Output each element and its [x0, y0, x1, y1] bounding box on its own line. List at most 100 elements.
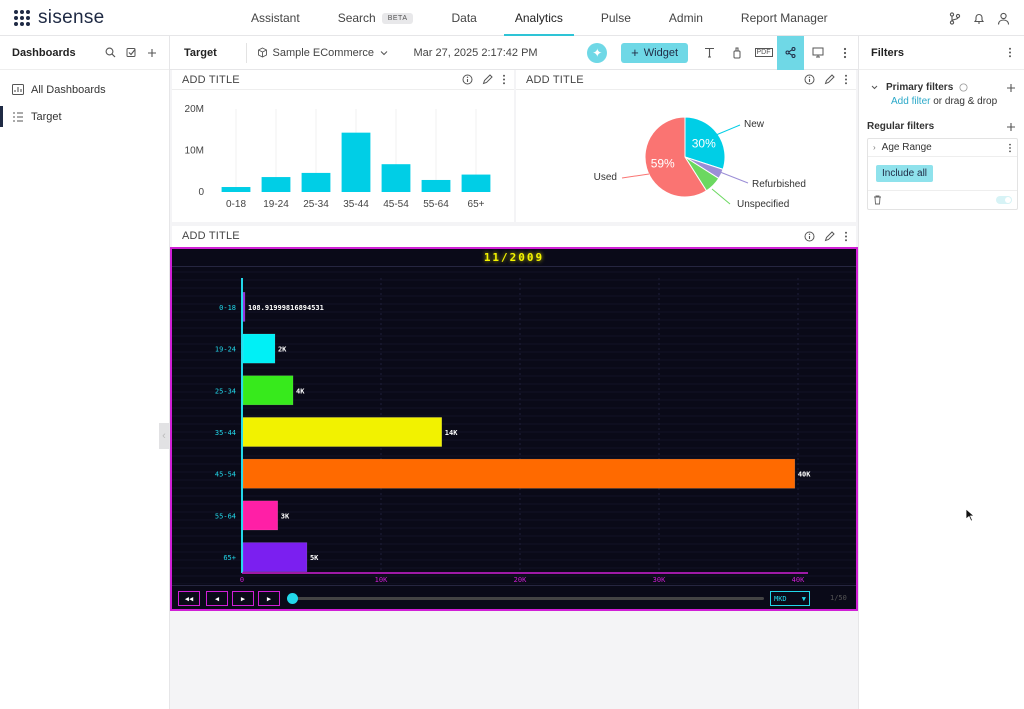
- x-tick-label: 40K: [792, 576, 805, 584]
- dashboard-item-label: Target: [31, 110, 62, 123]
- play-button[interactable]: ▶: [232, 591, 254, 606]
- all-dashboards-item[interactable]: All Dashboards: [0, 76, 169, 103]
- tab-label: Admin: [668, 11, 703, 25]
- user-icon[interactable]: [997, 12, 1010, 25]
- top-nav: sisense Assistant Search BETA Data Analyt…: [0, 0, 1024, 36]
- dashboard-item-target[interactable]: Target: [0, 103, 169, 130]
- share-icon[interactable]: [777, 35, 805, 70]
- edit-pencil-icon[interactable]: [824, 74, 835, 85]
- more-vertical-icon[interactable]: [1008, 47, 1012, 58]
- age-range-filter: › Age Range Include all: [867, 138, 1018, 210]
- tab-report-manager[interactable]: Report Manager: [722, 0, 847, 36]
- edit-pencil-icon[interactable]: [824, 230, 835, 242]
- bar: [221, 187, 251, 192]
- rewind-button[interactable]: ◀◀: [178, 591, 200, 606]
- widget-title[interactable]: ADD TITLE: [182, 230, 240, 242]
- pie-chart-widget: ADD TITLE 30% New Refurbished Unspecified 59…: [516, 70, 856, 222]
- x-tick-label: 0: [240, 576, 244, 584]
- x-tick-label: 30K: [653, 576, 666, 584]
- race-select-value: MKD: [774, 594, 787, 603]
- more-vertical-icon[interactable]: [1008, 143, 1012, 153]
- select-checkbox-icon[interactable]: [126, 47, 137, 58]
- slice-label: Unspecified: [737, 199, 789, 210]
- bar-race-chart: 11/2009 0 10K 20K 30K 40K 0-18 108.91999816894…: [170, 247, 858, 611]
- prev-arrow-icon[interactable]: ‹: [159, 423, 169, 449]
- y-tick-label: 20M: [185, 104, 204, 115]
- branch-icon[interactable]: [949, 11, 961, 25]
- filter-toggle[interactable]: [996, 196, 1012, 204]
- timeline-slider-knob[interactable]: [287, 593, 298, 604]
- x-tick-label: 65+: [468, 199, 485, 210]
- edit-pencil-icon[interactable]: [482, 74, 493, 85]
- x-tick-label: 10K: [375, 576, 388, 584]
- list-icon: [12, 112, 24, 122]
- bar: [461, 174, 491, 192]
- widget-title[interactable]: ADD TITLE: [526, 73, 584, 86]
- more-vertical-icon[interactable]: [502, 74, 506, 85]
- include-all-button[interactable]: Include all: [876, 165, 934, 182]
- more-vertical-icon[interactable]: [844, 231, 848, 242]
- y-tick-label: 35-44: [215, 429, 236, 437]
- tab-pulse[interactable]: Pulse: [582, 0, 650, 36]
- timeline-slider-track[interactable]: [292, 597, 764, 600]
- y-tick-label: 65+: [223, 554, 236, 562]
- slice-label: Used: [594, 172, 617, 183]
- race-date-label: 11/2009: [172, 249, 856, 267]
- tab-label: Report Manager: [740, 11, 828, 25]
- bar-value-label: 3K: [281, 512, 290, 520]
- trash-icon[interactable]: [873, 195, 882, 205]
- more-vertical-icon[interactable]: [844, 74, 848, 85]
- logo[interactable]: sisense: [14, 7, 214, 29]
- ai-assistant-button[interactable]: ✦: [587, 42, 608, 63]
- filter-widget-icon[interactable]: [723, 36, 750, 70]
- race-widget: ADD TITLE: [172, 226, 856, 247]
- mouse-cursor-icon: [965, 508, 976, 525]
- filters-panel: Filters Primary filters Add filter or dr…: [858, 36, 1024, 709]
- dashboard-toolbar: Target Sample ECommerce Mar 27, 2025 2:1…: [170, 35, 858, 70]
- regular-filters-title: Regular filters: [867, 121, 935, 132]
- add-primary-filter-icon[interactable]: [1006, 83, 1016, 93]
- age-range-label: Age Range: [881, 142, 932, 153]
- add-filter-link[interactable]: Add filter: [891, 96, 931, 107]
- add-regular-filter-icon[interactable]: [1006, 122, 1016, 132]
- search-icon[interactable]: [105, 47, 116, 58]
- slice-percent-label: 59%: [651, 156, 675, 170]
- tab-analytics[interactable]: Analytics: [496, 0, 582, 36]
- tab-data[interactable]: Data: [432, 0, 495, 36]
- nav-icons: [949, 0, 1010, 36]
- x-tick-label: 55-64: [423, 199, 449, 210]
- step-back-button[interactable]: ◀: [206, 591, 228, 606]
- info-icon[interactable]: [804, 74, 815, 85]
- chevron-down-icon[interactable]: [871, 85, 878, 90]
- race-select[interactable]: MKD ▼: [770, 591, 810, 606]
- age-range-filter-header[interactable]: › Age Range: [868, 139, 1017, 157]
- step-forward-button[interactable]: ▶: [258, 591, 280, 606]
- info-icon[interactable]: [959, 83, 968, 92]
- bell-icon[interactable]: [973, 12, 985, 25]
- more-vertical-icon[interactable]: [831, 36, 858, 70]
- text-widget-icon[interactable]: [696, 36, 723, 70]
- y-tick-label: 19-24: [215, 346, 236, 354]
- plus-icon: +: [631, 45, 639, 60]
- add-widget-button[interactable]: + Widget: [621, 42, 689, 63]
- widget-header: ADD TITLE: [516, 70, 856, 90]
- x-tick-label: 25-34: [303, 199, 329, 210]
- dashboards-icon: [12, 84, 24, 95]
- tab-admin[interactable]: Admin: [650, 0, 722, 36]
- info-icon[interactable]: [462, 74, 473, 85]
- bar-value-label: 14K: [445, 429, 458, 437]
- bar-value-label: 108.91999816894531: [248, 304, 324, 312]
- info-icon[interactable]: [804, 231, 815, 242]
- add-dashboard-icon[interactable]: [147, 48, 157, 58]
- presentation-icon[interactable]: [804, 36, 831, 70]
- filters-title: Filters: [871, 46, 905, 59]
- pdf-export-icon[interactable]: PDF: [750, 36, 777, 70]
- datasource-name: Sample ECommerce: [272, 46, 375, 59]
- tab-search[interactable]: Search BETA: [319, 0, 433, 36]
- bar: [421, 179, 451, 192]
- pdf-label: PDF: [754, 48, 773, 57]
- widget-title[interactable]: ADD TITLE: [182, 73, 240, 86]
- tab-assistant[interactable]: Assistant: [232, 0, 319, 36]
- datasource-selector[interactable]: Sample ECommerce: [257, 47, 406, 59]
- age-range-filter-body: Include all: [868, 157, 1017, 191]
